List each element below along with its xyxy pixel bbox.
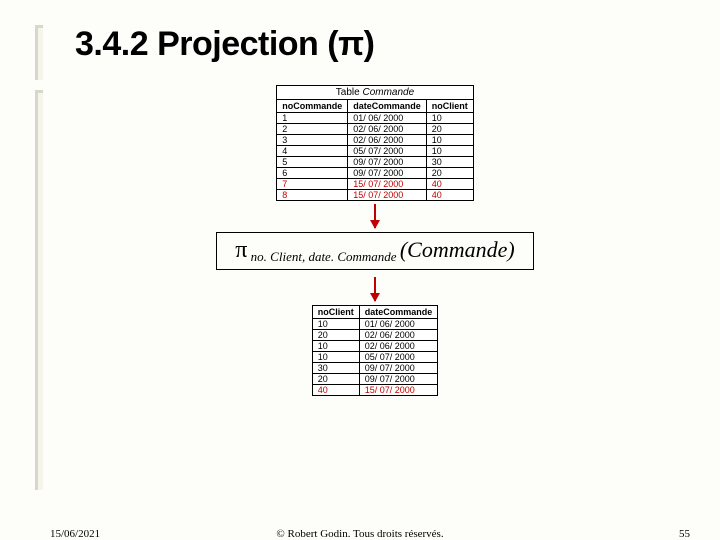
table-cell: 4 bbox=[277, 146, 348, 157]
table-row: 202/ 06/ 200020 bbox=[277, 124, 474, 135]
decoration-bar-bottom bbox=[35, 90, 43, 490]
table-header: dateCommande bbox=[348, 100, 427, 113]
table-cell: 5 bbox=[277, 157, 348, 168]
table-cell: 05/ 07/ 2000 bbox=[359, 352, 438, 363]
table-row: 405/ 07/ 200010 bbox=[277, 146, 474, 157]
projection-relation: (Commande) bbox=[400, 237, 515, 262]
table-row: 509/ 07/ 200030 bbox=[277, 157, 474, 168]
pi-symbol: π bbox=[235, 237, 247, 263]
slide: 3.4.2 Projection (π) Table Commande noCo… bbox=[0, 0, 720, 540]
table-cell: 40 bbox=[426, 179, 473, 190]
table-row: 3009/ 07/ 2000 bbox=[312, 363, 438, 374]
table-cell: 10 bbox=[426, 113, 473, 124]
table-cell: 20 bbox=[312, 374, 359, 385]
table-cell: 02/ 06/ 2000 bbox=[359, 341, 438, 352]
table-cell: 05/ 07/ 2000 bbox=[348, 146, 427, 157]
footer-page-number: 55 bbox=[679, 528, 690, 540]
table-cell: 02/ 06/ 2000 bbox=[359, 330, 438, 341]
table-row: 715/ 07/ 200040 bbox=[277, 179, 474, 190]
table-row: 815/ 07/ 200040 bbox=[277, 190, 474, 201]
table-cell: 09/ 07/ 2000 bbox=[359, 374, 438, 385]
table-header: dateCommande bbox=[359, 306, 438, 319]
table-cell: 20 bbox=[426, 124, 473, 135]
table-cell: 20 bbox=[426, 168, 473, 179]
table-cell: 10 bbox=[312, 341, 359, 352]
table-cell: 10 bbox=[312, 352, 359, 363]
table-cell: 02/ 06/ 2000 bbox=[348, 135, 427, 146]
table-row: 101/ 06/ 200010 bbox=[277, 113, 474, 124]
table-row: 1001/ 06/ 2000 bbox=[312, 319, 438, 330]
caption-label: Table bbox=[336, 87, 363, 98]
decoration-bar-top bbox=[35, 25, 43, 80]
table-cell: 09/ 07/ 2000 bbox=[359, 363, 438, 374]
table-cell: 01/ 06/ 2000 bbox=[348, 113, 427, 124]
arrow-down-icon bbox=[374, 204, 376, 228]
table-cell: 2 bbox=[277, 124, 348, 135]
arrow-down-icon bbox=[374, 277, 376, 301]
table-cell: 30 bbox=[312, 363, 359, 374]
table-cell: 10 bbox=[312, 319, 359, 330]
table-cell: 15/ 07/ 2000 bbox=[348, 179, 427, 190]
table-row: 1002/ 06/ 2000 bbox=[312, 341, 438, 352]
slide-content: Table Commande noCommandedateCommandenoC… bbox=[60, 85, 690, 396]
table-cell: 10 bbox=[426, 146, 473, 157]
table-cell: 30 bbox=[426, 157, 473, 168]
table-row: 4015/ 07/ 2000 bbox=[312, 385, 438, 396]
table-result: noClientdateCommande 1001/ 06/ 20002002/… bbox=[312, 305, 439, 396]
table-cell: 7 bbox=[277, 179, 348, 190]
table-cell: 40 bbox=[312, 385, 359, 396]
table-cell: 40 bbox=[426, 190, 473, 201]
projection-subscript: no. Client, date. Commande bbox=[247, 249, 399, 264]
table-commande-caption: Table Commande bbox=[276, 85, 474, 99]
table-cell: 15/ 07/ 2000 bbox=[359, 385, 438, 396]
table-header: noClient bbox=[312, 306, 359, 319]
table-commande: Table Commande noCommandedateCommandenoC… bbox=[276, 85, 474, 201]
footer-copyright: © Robert Godin. Tous droits réservés. bbox=[0, 528, 720, 540]
projection-expression: π no. Client, date. Commande (Commande) bbox=[216, 232, 533, 270]
table-cell: 6 bbox=[277, 168, 348, 179]
table-cell: 3 bbox=[277, 135, 348, 146]
slide-heading: 3.4.2 Projection (π) bbox=[75, 25, 680, 64]
table-cell: 10 bbox=[426, 135, 473, 146]
table-header: noCommande bbox=[277, 100, 348, 113]
table-header: noClient bbox=[426, 100, 473, 113]
table-row: 609/ 07/ 200020 bbox=[277, 168, 474, 179]
table-cell: 09/ 07/ 2000 bbox=[348, 168, 427, 179]
table-cell: 8 bbox=[277, 190, 348, 201]
table-row: 1005/ 07/ 2000 bbox=[312, 352, 438, 363]
table-cell: 01/ 06/ 2000 bbox=[359, 319, 438, 330]
table-cell: 1 bbox=[277, 113, 348, 124]
table-row: 2009/ 07/ 2000 bbox=[312, 374, 438, 385]
table-row: 2002/ 06/ 2000 bbox=[312, 330, 438, 341]
caption-name: Commande bbox=[362, 87, 414, 98]
table-cell: 15/ 07/ 2000 bbox=[348, 190, 427, 201]
table-cell: 09/ 07/ 2000 bbox=[348, 157, 427, 168]
table-cell: 20 bbox=[312, 330, 359, 341]
table-cell: 02/ 06/ 2000 bbox=[348, 124, 427, 135]
table-row: 302/ 06/ 200010 bbox=[277, 135, 474, 146]
